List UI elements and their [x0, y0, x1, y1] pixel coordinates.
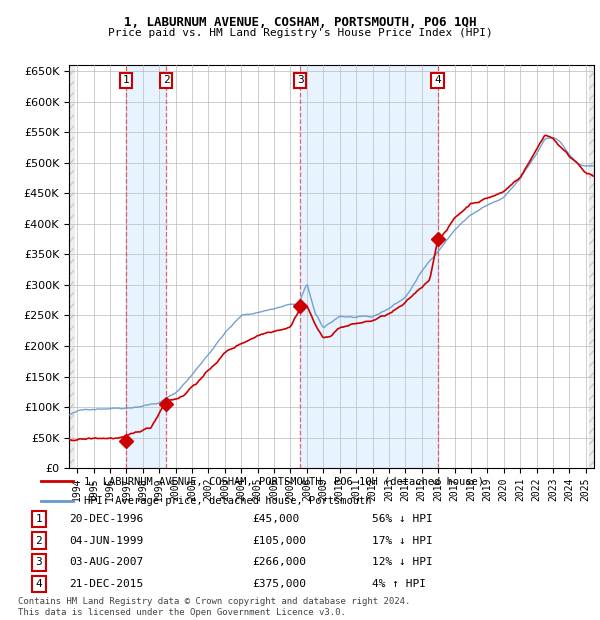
Bar — [589, 65, 594, 468]
Text: 4: 4 — [35, 579, 43, 589]
Text: £105,000: £105,000 — [252, 536, 306, 546]
Text: 56% ↓ HPI: 56% ↓ HPI — [372, 514, 433, 524]
Text: £375,000: £375,000 — [252, 579, 306, 589]
Text: 2: 2 — [35, 536, 43, 546]
Text: Price paid vs. HM Land Registry's House Price Index (HPI): Price paid vs. HM Land Registry's House … — [107, 28, 493, 38]
Bar — [300, 65, 437, 468]
Text: 17% ↓ HPI: 17% ↓ HPI — [372, 536, 433, 546]
Bar — [126, 65, 166, 468]
Text: Contains HM Land Registry data © Crown copyright and database right 2024.
This d: Contains HM Land Registry data © Crown c… — [18, 598, 410, 617]
Text: 20-DEC-1996: 20-DEC-1996 — [69, 514, 143, 524]
Text: 12% ↓ HPI: 12% ↓ HPI — [372, 557, 433, 567]
Text: £45,000: £45,000 — [252, 514, 299, 524]
Text: HPI: Average price, detached house, Portsmouth: HPI: Average price, detached house, Port… — [83, 497, 371, 507]
Bar — [589, 65, 594, 468]
Text: 4: 4 — [434, 76, 441, 86]
Text: 1, LABURNUM AVENUE, COSHAM, PORTSMOUTH, PO6 1QH (detached house): 1, LABURNUM AVENUE, COSHAM, PORTSMOUTH, … — [83, 476, 484, 486]
Text: 1: 1 — [35, 514, 43, 524]
Text: 04-JUN-1999: 04-JUN-1999 — [69, 536, 143, 546]
Text: 3: 3 — [35, 557, 43, 567]
Text: 1, LABURNUM AVENUE, COSHAM, PORTSMOUTH, PO6 1QH: 1, LABURNUM AVENUE, COSHAM, PORTSMOUTH, … — [124, 16, 476, 29]
Text: 3: 3 — [297, 76, 304, 86]
Text: £266,000: £266,000 — [252, 557, 306, 567]
Text: 03-AUG-2007: 03-AUG-2007 — [69, 557, 143, 567]
Bar — [69, 65, 74, 468]
Bar — [69, 65, 74, 468]
Text: 21-DEC-2015: 21-DEC-2015 — [69, 579, 143, 589]
Text: 2: 2 — [163, 76, 170, 86]
Text: 1: 1 — [122, 76, 130, 86]
Text: 4% ↑ HPI: 4% ↑ HPI — [372, 579, 426, 589]
